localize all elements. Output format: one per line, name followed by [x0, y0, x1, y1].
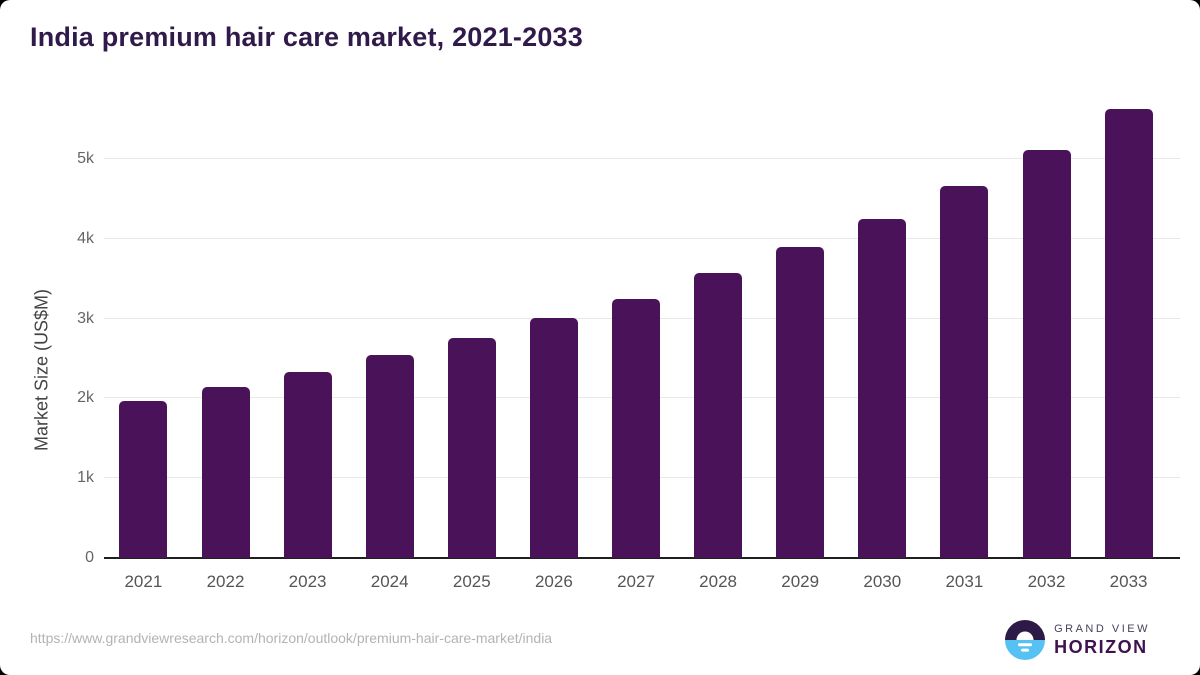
x-tick-2024: 2024: [370, 572, 409, 591]
x-tick-2028: 2028: [699, 572, 738, 591]
gridline-4k: [104, 237, 1180, 239]
y-tick-1k: 1k: [77, 469, 94, 487]
x-tick-2023: 2023: [288, 572, 327, 591]
gridline-5k: [104, 157, 1180, 159]
x-tick-2027: 2027: [617, 572, 655, 591]
y-tick-5k: 5k: [77, 149, 94, 167]
x-tick-2029: 2029: [781, 572, 820, 591]
source-url: https://www.grandviewresearch.com/horizo…: [30, 630, 553, 646]
bar-2022[interactable]: [201, 386, 250, 558]
bar-2028[interactable]: [694, 273, 743, 558]
chart-title: India premium hair care market, 2021-203…: [30, 22, 583, 52]
bar-2025[interactable]: [447, 338, 496, 558]
x-tick-2032: 2032: [1027, 572, 1066, 591]
x-tick-2033: 2033: [1109, 572, 1148, 591]
bar-2023[interactable]: [283, 371, 332, 558]
x-tick-2025: 2025: [452, 572, 491, 591]
y-tick-4k: 4k: [77, 229, 94, 247]
bar-2026[interactable]: [529, 318, 578, 558]
bar-2031[interactable]: [940, 186, 989, 558]
bar-2021[interactable]: [119, 401, 168, 558]
logo-line-grand-view: GRAND VIEW: [1054, 623, 1150, 635]
x-tick-2031: 2031: [945, 572, 984, 591]
logo-line-horizon: HORIZON: [1054, 637, 1148, 657]
bar-2024[interactable]: [365, 355, 414, 558]
bar-2033[interactable]: [1104, 108, 1153, 558]
x-tick-2021: 2021: [124, 572, 163, 591]
grand-view-horizon-logo: GRAND VIEW HORIZON: [1005, 620, 1150, 660]
logo-text: GRAND VIEW HORIZON: [1054, 623, 1150, 657]
y-tick-3k: 3k: [77, 309, 94, 327]
horizon-sun-icon: [1005, 620, 1046, 660]
y-tick-0: 0: [85, 549, 94, 566]
bar-2027[interactable]: [612, 298, 660, 558]
y-axis-label: Market Size (US$M): [31, 288, 52, 452]
plot-area: 0 1k 2k 3k 4k 5k 2021 2022 2023 2024 2025 2026 2027 2…: [77, 95, 1180, 591]
y-tick-2k: 2k: [77, 389, 94, 407]
x-axis-line: [104, 557, 1180, 559]
bar-2032[interactable]: [1022, 150, 1071, 558]
x-tick-2022: 2022: [206, 572, 245, 591]
x-tick-2030: 2030: [863, 572, 902, 591]
bar-2030[interactable]: [858, 219, 907, 558]
bar-2029[interactable]: [776, 247, 825, 558]
x-tick-2026: 2026: [534, 572, 573, 591]
